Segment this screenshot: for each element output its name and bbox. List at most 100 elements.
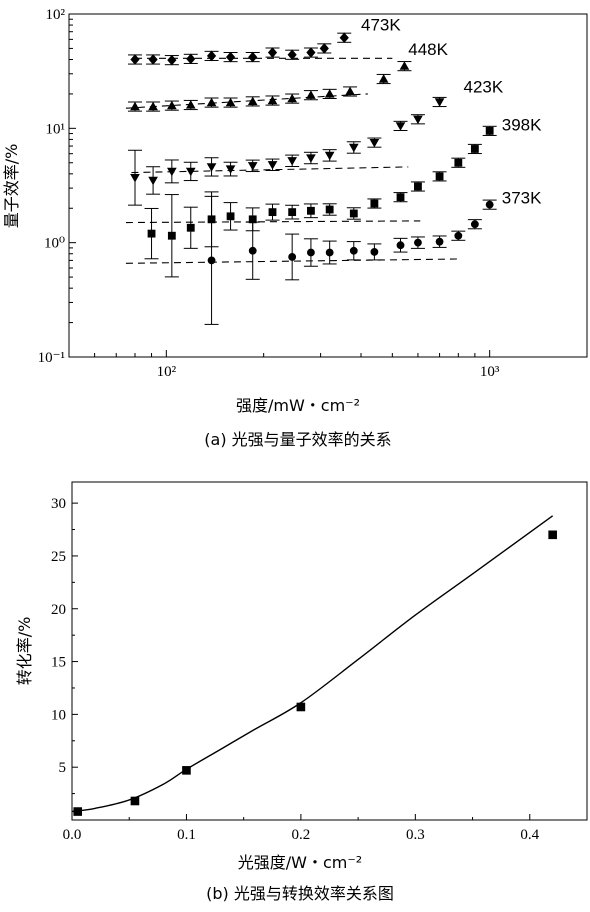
chart-a-point [396, 193, 405, 202]
chart-b-xtick-label: 0.0 [63, 827, 82, 843]
chart-a-ytick-label: 10¹ [46, 121, 66, 137]
chart-a-point [267, 161, 278, 170]
chart-a-point [267, 95, 278, 105]
chart-a-point [370, 199, 379, 208]
chart-a-point [288, 208, 297, 217]
chart-a-point [485, 200, 494, 209]
chart-a-point [130, 174, 140, 183]
chart-a-plot-area: 473K 448K 423K 398K 373K [125, 15, 542, 325]
chart-a-ylabel: 量子效率/% [2, 144, 21, 229]
chart-a-series-label: 398K [502, 115, 542, 134]
chart-a-caption: (a) 光强与量子效率的关系 [204, 430, 391, 449]
chart-b-frame [71, 481, 588, 821]
chart-a-point [370, 248, 379, 256]
chart-a-ytick-label: 10⁻¹ [38, 350, 65, 366]
chart-a-point [395, 122, 406, 131]
chart-b-caption: (b) 光强与转换效率关系图 [206, 884, 394, 903]
chart-a-point [248, 215, 257, 224]
chart-b-plot-area [71, 515, 557, 816]
chart-a-point [369, 138, 380, 148]
chart-a-ytick-label: 10⁰ [44, 236, 65, 252]
chart-a-point [287, 93, 297, 103]
chart-a-point [414, 238, 422, 247]
chart-a-point [470, 220, 479, 229]
chart-a-point [185, 100, 196, 109]
chart-a-ticks: 10² 10³ 10² 10¹ 10⁰ 10⁻¹ [38, 7, 588, 380]
chart-b: 0.0 0.1 0.2 0.3 0.4 5 10 15 20 25 30 转化率/% 光强度/W・c… [15, 481, 588, 903]
chart-b-ytick-label: 25 [51, 549, 66, 565]
chart-a-point [435, 172, 444, 181]
chart-a-point [307, 206, 315, 215]
chart-a-xtick-label: 10³ [480, 364, 500, 380]
chart-b-xtick-label: 0.4 [520, 827, 539, 843]
chart-b-xlabel: 光强度/W・cm⁻² [238, 853, 362, 872]
chart-a-ytick-label: 10² [46, 7, 66, 23]
chart-b-fit-curve [71, 515, 554, 813]
chart-a-point [345, 86, 355, 96]
chart-a-point [349, 246, 358, 255]
chart-b-point [182, 766, 191, 775]
chart-b-point [296, 702, 306, 712]
chart-a-trend-line [125, 220, 421, 224]
chart-a-point [319, 43, 329, 54]
chart-a-point [378, 74, 389, 83]
chart-a-point [167, 100, 177, 110]
chart-a-point [247, 96, 258, 106]
chart-a-trend-line [125, 258, 459, 264]
chart-a-trend-line [125, 93, 368, 109]
chart-b-ytick-label: 15 [51, 655, 66, 671]
chart-a-point [288, 253, 297, 261]
chart-a-point [268, 208, 277, 217]
chart-b-point [73, 807, 83, 816]
chart-b-point [130, 796, 140, 806]
chart-a-point [225, 97, 236, 107]
chart-a-point [470, 145, 479, 153]
chart-a-point [267, 47, 278, 58]
chart-b-xtick-label: 0.3 [406, 827, 425, 843]
chart-a-point [287, 49, 297, 61]
chart-a-point [130, 54, 140, 65]
chart-a-point [167, 231, 176, 240]
chart-a-point [130, 101, 140, 111]
chart-a-point [485, 126, 494, 135]
chart-b-xtick-label: 0.2 [292, 827, 311, 843]
chart-a-frame [68, 13, 588, 358]
chart-b-ytick-label: 10 [51, 707, 66, 723]
chart-a-point [206, 50, 217, 62]
chart-a-point [167, 54, 177, 66]
chart-a-point [306, 90, 316, 99]
chart-a-point [207, 256, 216, 265]
chart-a-point [414, 182, 422, 191]
chart-a-point [147, 229, 156, 238]
chart-a-point [185, 167, 196, 177]
chart-a-xlabel: 强度/mW・cm⁻² [236, 396, 360, 415]
chart-a-point [148, 176, 158, 186]
chart-a-point [348, 143, 359, 153]
chart-b-ytick-label: 5 [59, 760, 67, 776]
chart-a-series-label: 423K [464, 78, 504, 97]
chart-b-point [548, 530, 557, 540]
chart-a-point [325, 248, 334, 257]
chart-a-point [339, 32, 349, 44]
chart-a-point [413, 115, 423, 125]
chart-a-series-label: 373K [502, 189, 542, 208]
chart-a-point [435, 237, 444, 246]
chart-a-point [306, 154, 316, 163]
chart-b-ytick-label: 30 [51, 496, 66, 512]
chart-a-xtick-label: 10² [157, 364, 177, 380]
chart-a-point [454, 231, 463, 240]
chart-a-trend-line [131, 166, 409, 174]
chart-a-point [148, 54, 158, 65]
chart-a-point [287, 157, 297, 166]
chart-a-point [434, 98, 445, 107]
chart-b-ylabel: 转化率/% [15, 617, 34, 686]
chart-a-point [186, 223, 195, 232]
chart-a-point [225, 51, 236, 63]
chart-a-point [307, 248, 315, 257]
chart-a-point [248, 246, 257, 255]
chart-a-point [454, 158, 463, 167]
chart-b-ticks: 0.0 0.1 0.2 0.3 0.4 5 10 15 20 25 30 [51, 496, 588, 843]
chart-a-point [396, 241, 405, 250]
chart-a-point [225, 165, 236, 174]
